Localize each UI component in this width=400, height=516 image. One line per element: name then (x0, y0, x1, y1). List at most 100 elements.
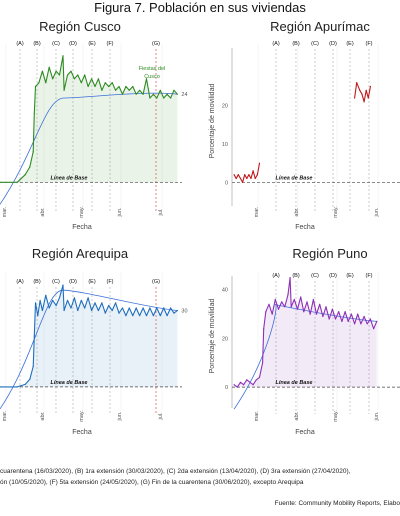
arequipa-data-point (39, 299, 41, 301)
puno-data-point (366, 323, 368, 325)
apurimac-event-label: (C) (311, 41, 319, 47)
apurimac-y-axis-label: Porcentaje de movilidad (209, 84, 216, 159)
cusco-trend-curve (0, 92, 178, 205)
puno-event-label: (C) (311, 273, 319, 279)
puno-y-tick-label: 20 (222, 336, 228, 342)
arequipa-data-point (0, 386, 1, 388)
apurimac-x-tick-label: may. (333, 206, 339, 218)
cusco-data-point (139, 89, 141, 91)
cusco-data-point (94, 85, 96, 88)
puno-data-point (268, 303, 270, 305)
apurimac-baseline-label: Línea de Base (276, 175, 313, 181)
apurimac-data-point (248, 174, 250, 176)
arequipa-panel-title: Región Arequipa (32, 246, 129, 261)
cusco-data-point (0, 181, 1, 183)
puno-data-point (347, 320, 349, 322)
cusco-data-point (24, 174, 26, 176)
arequipa-data-point (132, 315, 134, 317)
arequipa-data-point (118, 312, 120, 314)
arequipa-data-point (41, 309, 44, 312)
arequipa-event-label: (D) (69, 279, 77, 285)
arequipa-data-point (73, 297, 75, 299)
apurimac-data-point (367, 97, 369, 99)
puno-x-tick-label: abr. (294, 411, 300, 421)
cusco-data-point (104, 82, 106, 84)
cusco-data-point (34, 85, 37, 88)
arequipa-x-tick-label: abr. (40, 411, 46, 421)
apurimac-y-tick-label: 0 (225, 180, 228, 186)
cusco-annotation-line: Cusco (144, 74, 160, 80)
puno-data-point (258, 376, 261, 378)
apurimac-y-tick-label: 20 (222, 104, 228, 110)
apurimac-data-point (250, 177, 252, 180)
arequipa-data-point (52, 299, 54, 301)
apurimac-panel-title: Región Apurímac (270, 19, 370, 34)
cusco-data-point (77, 74, 79, 76)
cusco-data-point (29, 166, 31, 168)
puno-data-point (296, 308, 299, 310)
apurimac-data-point (365, 89, 367, 91)
puno-data-point (376, 320, 378, 322)
arequipa-data-point (156, 307, 158, 309)
arequipa-series-line (0, 284, 178, 388)
cusco-data-point (128, 89, 130, 91)
puno-data-point (373, 328, 375, 330)
puno-y-tick-label: 0 (225, 385, 228, 391)
puno-data-point (309, 313, 311, 315)
puno-event-label: (E) (346, 273, 354, 279)
cusco-data-point (55, 70, 57, 72)
apurimac-data-point (356, 82, 358, 84)
puno-event-label: (D) (329, 273, 337, 279)
note-line-2: ón (10/05/2020), (F) 5ta extensión (24/0… (0, 479, 304, 486)
cusco-data-point (101, 89, 103, 91)
cusco-baseline-label: Línea de Base (51, 175, 88, 181)
arequipa-data-point (163, 307, 165, 309)
cusco-data-point (45, 82, 47, 84)
puno-data-point (363, 315, 365, 318)
cusco-data-point (80, 82, 82, 84)
arequipa-event-label: (A) (16, 279, 24, 285)
apurimac-event-label: (D) (329, 41, 337, 47)
apurimac-x-tick-label: abr. (294, 207, 300, 217)
arequipa-data-point (70, 307, 72, 309)
arequipa-data-point (16, 386, 18, 388)
cusco-data-point (163, 97, 165, 99)
puno-x-tick-label: jun. (374, 411, 380, 421)
cusco-data-point (70, 70, 72, 72)
puno-data-point (328, 318, 330, 320)
puno-data-point (303, 311, 305, 313)
puno-data-point (277, 308, 280, 310)
apurimac-data-point (246, 177, 248, 180)
puno-data-point (239, 381, 242, 383)
puno-data-point (287, 294, 289, 296)
puno-baseline-label: Línea de Base (276, 380, 313, 386)
apurimac-event-label: (E) (346, 41, 354, 47)
arequipa-data-point (176, 309, 178, 312)
puno-x-tick-label: may. (333, 410, 339, 422)
arequipa-data-point (145, 315, 148, 317)
puno-data-point (319, 303, 321, 305)
cusco-data-point (97, 78, 99, 80)
cusco-data-point (156, 97, 158, 99)
puno-data-point (334, 318, 337, 320)
cusco-data-point (118, 85, 120, 88)
arequipa-data-point (91, 309, 93, 312)
puno-data-point (263, 328, 265, 330)
puno-data-point (281, 301, 283, 303)
arequipa-x-tick-label: jul. (158, 412, 164, 421)
cusco-event-label: (A) (16, 41, 24, 47)
arequipa-data-point (80, 299, 82, 301)
arequipa-data-point (152, 315, 154, 317)
cusco-data-point (84, 74, 86, 76)
apurimac-data-point (233, 174, 235, 176)
cusco-data-point (135, 93, 137, 95)
arequipa-data-point (84, 307, 86, 309)
apurimac-data-point (361, 93, 363, 95)
apurimac-event-label: (A) (272, 41, 280, 47)
puno-data-point (354, 323, 356, 325)
arequipa-data-point (37, 315, 39, 317)
cusco-data-point (38, 82, 40, 84)
cusco-data-point (62, 55, 64, 57)
cusco-data-point (152, 93, 154, 95)
